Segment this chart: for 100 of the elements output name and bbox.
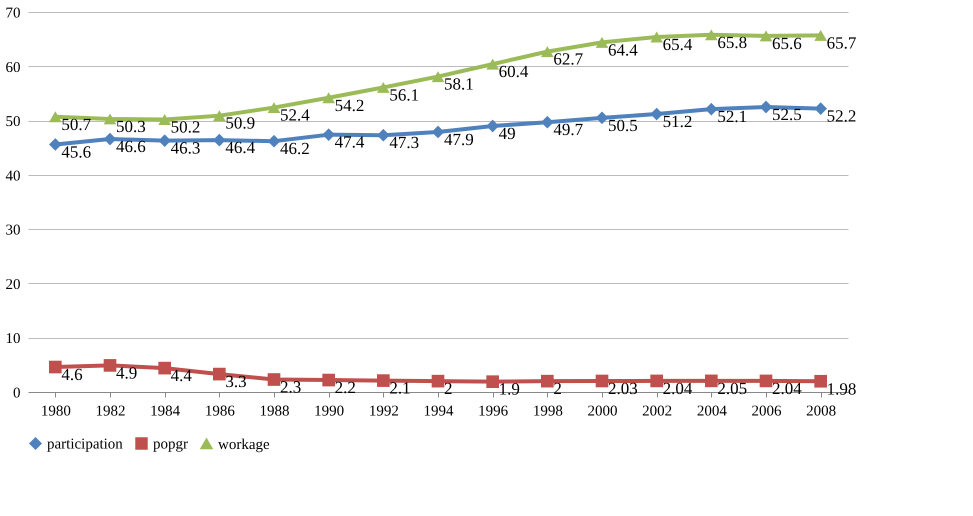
x-tick-label: 1996 [478, 404, 509, 420]
point [213, 368, 226, 380]
data-label: 50.2 [170, 117, 200, 136]
point [705, 29, 718, 40]
point [596, 36, 608, 48]
y-tick-label: 0 [13, 386, 20, 402]
y-tick-label: 50 [6, 114, 20, 130]
x-tick-label: 1984 [150, 404, 181, 420]
point [705, 374, 718, 388]
point [268, 102, 280, 114]
data-label: 2 [553, 379, 562, 398]
data-label: 2.1 [389, 378, 411, 398]
point [432, 126, 444, 138]
point [760, 30, 772, 42]
point [650, 108, 663, 120]
point [268, 134, 280, 148]
data-label: 2.2 [334, 378, 356, 398]
point [377, 82, 390, 93]
point [650, 374, 663, 388]
point [322, 92, 335, 104]
data-label: 2 [444, 379, 452, 398]
data-label: 56.1 [389, 85, 420, 104]
data-label: 65.8 [717, 32, 748, 52]
point [486, 120, 499, 132]
point [213, 110, 226, 122]
point [432, 374, 444, 388]
data-label: 47.3 [389, 133, 420, 152]
point [650, 31, 663, 42]
point [541, 374, 554, 388]
y-tick-label: 60 [6, 60, 20, 76]
data-label: 2.04 [772, 378, 802, 398]
point [104, 359, 116, 372]
x-tick-label: 2002 [642, 404, 672, 420]
x-tick-label: 1998 [532, 404, 563, 420]
y-tick-label: 40 [6, 168, 20, 184]
x-tick-label: 2000 [588, 404, 618, 420]
point [486, 375, 499, 388]
point [814, 30, 827, 41]
data-label: 65.4 [662, 34, 693, 54]
data-label: 54.2 [334, 96, 364, 115]
data-label: 45.6 [61, 142, 92, 162]
point [377, 128, 390, 142]
x-tick-label: 2004 [696, 404, 728, 420]
data-label: 3.3 [225, 372, 247, 392]
y-tick-label: 10 [6, 331, 20, 348]
point [814, 374, 827, 388]
point [104, 113, 116, 124]
point [377, 374, 390, 387]
data-label: 4.4 [170, 366, 192, 386]
data-label: 2.04 [662, 378, 693, 398]
point [322, 374, 335, 386]
point [49, 111, 62, 122]
point [541, 116, 554, 129]
point [49, 360, 62, 374]
data-label: 49.7 [553, 120, 584, 140]
data-label: 50.5 [608, 116, 638, 135]
data-label: 2.03 [608, 378, 638, 398]
point [596, 112, 608, 124]
legend-label: workage [218, 436, 270, 453]
point [596, 374, 608, 388]
legend-label: participation [47, 436, 124, 453]
point [158, 362, 171, 374]
y-tick-label: 20 [6, 276, 20, 293]
data-label: 50.9 [225, 114, 256, 133]
x-tick-label: 1992 [368, 404, 399, 420]
data-label: 4.6 [61, 365, 83, 384]
data-label: 47.4 [334, 132, 365, 152]
data-label: 46.4 [225, 138, 256, 158]
data-label: 52.2 [826, 106, 856, 126]
x-tick-label: 1980 [40, 404, 71, 420]
x-tick-label: 2008 [806, 404, 836, 420]
data-label: 51.2 [662, 112, 692, 132]
x-tick-label: 1986 [204, 404, 236, 420]
data-label: 1.9 [498, 380, 520, 399]
point [760, 100, 772, 114]
data-label: 52.5 [772, 105, 802, 124]
data-label: 46.6 [116, 137, 146, 156]
data-label: 65.7 [826, 33, 857, 52]
data-label: 2.3 [280, 378, 302, 397]
point [486, 58, 499, 70]
point [432, 71, 444, 82]
data-label: 2.05 [717, 378, 748, 398]
data-label: 47.9 [444, 130, 474, 149]
data-label: 60.4 [498, 62, 529, 82]
data-label: 52.1 [717, 107, 748, 126]
y-tick-label: 30 [6, 222, 20, 239]
x-tick-label: 1988 [260, 404, 290, 420]
data-label: 1.98 [826, 379, 856, 398]
point [104, 132, 116, 146]
data-label: 52.4 [280, 106, 310, 125]
data-label: 58.1 [444, 74, 474, 94]
data-label: 46.2 [280, 139, 310, 158]
data-label: 62.7 [553, 50, 584, 69]
y-tick-label: 70 [6, 6, 20, 22]
point [541, 46, 554, 58]
x-tick-label: 1982 [96, 404, 126, 420]
x-tick-label: 1994 [424, 404, 454, 420]
point [158, 114, 171, 125]
data-label: 50.7 [61, 114, 92, 134]
legend-label: popgr [153, 436, 188, 453]
